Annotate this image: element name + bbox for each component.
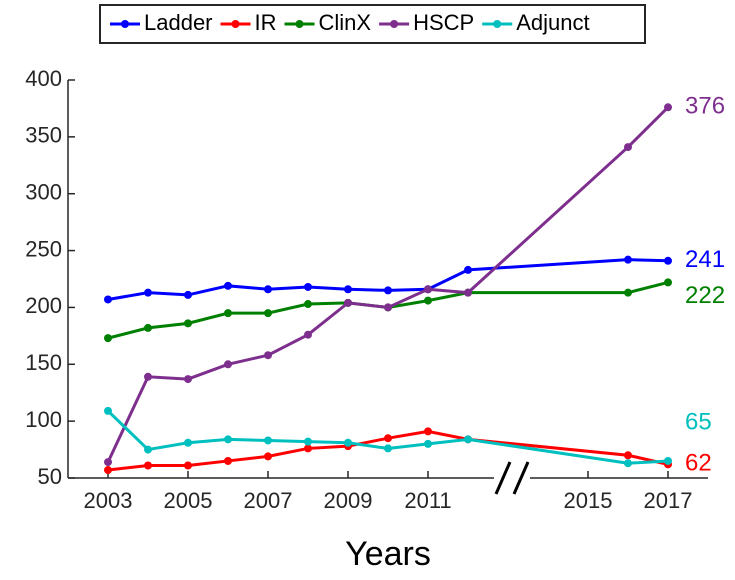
data-point xyxy=(264,309,272,318)
x-tick-label: 2017 xyxy=(644,488,693,513)
axis-break xyxy=(494,461,530,495)
data-point xyxy=(344,285,352,294)
x-tick-label: 2003 xyxy=(84,488,133,513)
data-point xyxy=(624,459,632,468)
data-point xyxy=(144,323,152,332)
end-label: 65 xyxy=(685,408,712,435)
y-tick-label: 200 xyxy=(25,293,62,318)
data-point xyxy=(264,351,272,360)
data-point xyxy=(144,445,152,454)
y-tick-label: 250 xyxy=(25,236,62,261)
data-point xyxy=(424,285,432,294)
data-point xyxy=(144,372,152,381)
x-axis-label: Years xyxy=(345,535,431,573)
data-point xyxy=(144,288,152,297)
y-tick-label: 100 xyxy=(25,407,62,432)
data-point xyxy=(304,300,312,309)
data-point xyxy=(464,288,472,297)
legend-label: HSCP xyxy=(413,10,474,35)
legend-label: IR xyxy=(255,10,277,35)
legend-marker xyxy=(231,20,240,28)
data-point xyxy=(304,330,312,339)
x-tick-label: 2009 xyxy=(324,488,373,513)
y-tick-label: 50 xyxy=(38,464,62,489)
data-point xyxy=(304,282,312,291)
data-point xyxy=(384,286,392,295)
legend-label: ClinX xyxy=(319,10,372,35)
legend-label: Ladder xyxy=(144,10,213,35)
legend-marker xyxy=(390,20,399,28)
x-tick-label: 2005 xyxy=(164,488,213,513)
legend-label: Adjunct xyxy=(516,10,589,35)
data-point xyxy=(104,458,112,467)
data-point xyxy=(384,434,392,443)
data-point xyxy=(384,444,392,453)
data-point xyxy=(184,375,192,384)
data-point xyxy=(144,461,152,470)
data-point xyxy=(104,295,112,304)
data-point xyxy=(224,281,232,290)
data-point xyxy=(624,143,632,152)
data-point xyxy=(344,438,352,447)
data-point xyxy=(264,436,272,445)
data-point xyxy=(664,456,672,465)
data-point xyxy=(104,334,112,343)
data-point xyxy=(424,296,432,305)
y-tick-label: 150 xyxy=(25,350,62,375)
y-tick-label: 300 xyxy=(25,180,62,205)
data-point xyxy=(664,256,672,265)
data-point xyxy=(664,278,672,287)
data-point xyxy=(224,360,232,369)
end-label: 62 xyxy=(685,450,712,477)
data-point xyxy=(304,437,312,446)
end-label: 376 xyxy=(685,93,725,120)
end-label: 241 xyxy=(685,246,725,273)
data-point xyxy=(384,303,392,312)
x-tick-label: 2015 xyxy=(564,488,613,513)
end-label: 222 xyxy=(685,282,725,309)
series-line xyxy=(106,106,670,463)
data-point xyxy=(664,103,672,112)
y-tick-label: 400 xyxy=(25,66,62,91)
y-tick-label: 350 xyxy=(25,123,62,148)
data-point xyxy=(224,456,232,465)
data-point xyxy=(224,435,232,444)
data-point xyxy=(624,451,632,460)
data-point xyxy=(624,255,632,264)
series-line xyxy=(106,409,669,465)
data-point xyxy=(184,319,192,328)
legend-marker xyxy=(493,20,502,28)
data-point xyxy=(104,466,112,475)
x-tick-label: 2011 xyxy=(404,488,451,513)
data-point xyxy=(104,406,112,415)
data-point xyxy=(184,290,192,299)
data-point xyxy=(184,461,192,470)
data-point xyxy=(184,438,192,447)
data-point xyxy=(264,452,272,461)
legend-marker xyxy=(295,20,304,28)
data-point xyxy=(304,444,312,453)
legend-box xyxy=(99,4,646,44)
data-point xyxy=(344,298,352,307)
data-point xyxy=(464,435,472,444)
data-point xyxy=(624,288,632,297)
legend-marker xyxy=(121,20,129,28)
data-point xyxy=(464,265,472,274)
data-point xyxy=(264,285,272,294)
data-point xyxy=(424,439,432,448)
x-tick-label: 2007 xyxy=(244,488,293,513)
data-point xyxy=(424,427,432,436)
series-line xyxy=(107,280,669,340)
data-point xyxy=(224,309,232,318)
